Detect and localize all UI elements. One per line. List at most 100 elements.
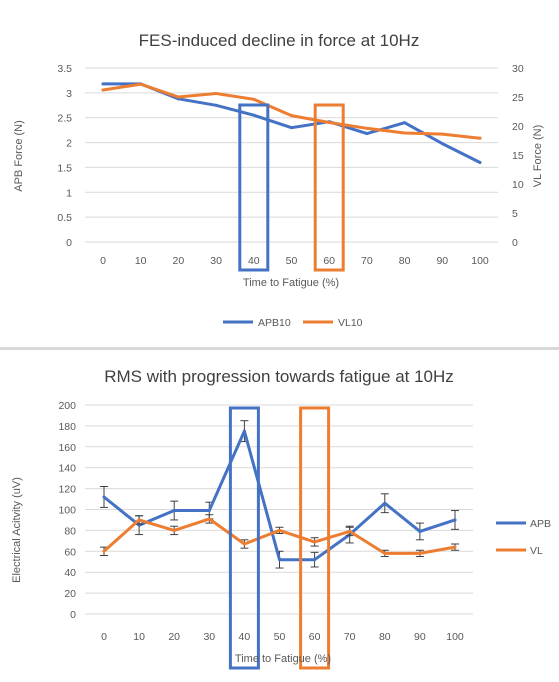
x-tick-label: 90 — [414, 631, 426, 643]
rms-chart: RMS with progression towards fatigue at … — [11, 367, 551, 670]
data-point-vl — [278, 528, 281, 532]
x-tick-label: 90 — [436, 255, 448, 267]
data-point-vl — [172, 528, 176, 532]
data-point-apb — [453, 518, 457, 522]
legend-label-apb10: APB10 — [258, 317, 291, 329]
data-point-apb10 — [403, 121, 407, 125]
legend: APB10 VL10 — [223, 317, 363, 329]
x-tick-label: 60 — [309, 631, 321, 643]
y2-tick-label: 15 — [512, 150, 524, 162]
x-tick-label: 50 — [274, 631, 286, 643]
y-tick-label: 0 — [70, 609, 76, 621]
data-point-vl10 — [214, 92, 218, 96]
force-chart: FES-induced decline in force at 10Hz 0 0.… — [13, 31, 544, 329]
data-point-vl — [348, 529, 352, 533]
data-point-apb — [102, 495, 106, 499]
y-axis-label: APB Force (N) — [13, 120, 25, 192]
data-point-apb10 — [214, 103, 218, 107]
y-tick-label: 0 — [66, 237, 72, 249]
data-point-apb — [418, 529, 422, 533]
data-point-vl10 — [176, 95, 180, 99]
y-tick-label: 40 — [64, 567, 76, 579]
rms-chart-panel: RMS with progression towards fatigue at … — [0, 350, 559, 677]
highlight-box-40 — [228, 406, 260, 670]
data-point-apb10 — [290, 126, 293, 130]
data-point-apb10 — [440, 142, 444, 146]
legend-label-apb: APB — [530, 518, 551, 530]
y-tick-label: 3.5 — [57, 63, 72, 75]
data-point-apb10 — [101, 82, 105, 86]
x-tick-label: 60 — [323, 255, 335, 267]
y-tick-label: 180 — [58, 421, 76, 433]
legend: APB VL — [496, 518, 551, 557]
series-line-apb — [102, 429, 457, 562]
y-tick-label: 1 — [66, 187, 72, 199]
x-tick-label: 10 — [133, 631, 145, 643]
x-tick-label: 10 — [135, 255, 147, 267]
y-tick-label: 140 — [58, 463, 76, 475]
y-tick-label: 0.5 — [57, 212, 72, 224]
y2-tick-label: 30 — [512, 63, 524, 75]
chart-title: FES-induced decline in force at 10Hz — [139, 31, 420, 50]
legend-label-vl: VL — [530, 545, 543, 557]
data-point-vl10 — [252, 97, 256, 101]
data-point-apb10 — [478, 160, 482, 164]
data-point-apb — [313, 558, 317, 562]
highlight-box-60 — [313, 103, 345, 272]
x-axis-label: Time to Fatigue (%) — [243, 277, 339, 289]
y-tick-label: 2.5 — [57, 113, 72, 125]
data-point-vl — [137, 518, 141, 522]
x-tick-label: 50 — [286, 255, 298, 267]
x-tick-label: 100 — [446, 631, 464, 643]
data-point-apb — [383, 501, 387, 505]
y-tick-label: 100 — [58, 505, 76, 517]
y2-axis-label: VL Force (N) — [532, 125, 544, 188]
highlight-box-40 — [238, 103, 270, 272]
data-point-vl10 — [327, 121, 331, 125]
x-tick-label: 30 — [203, 631, 215, 643]
x-tick-label: 70 — [361, 255, 373, 267]
y2-tick-label: 20 — [512, 121, 524, 133]
y-tick-label: 3 — [66, 88, 72, 100]
y2-tick-label: 25 — [512, 92, 524, 104]
data-point-vl — [313, 540, 317, 544]
data-point-vl10 — [139, 82, 143, 86]
data-point-vl10 — [365, 126, 369, 130]
data-point-vl — [383, 551, 387, 555]
data-point-vl — [418, 551, 422, 555]
data-point-apb10 — [252, 113, 256, 117]
data-point-apb10 — [365, 132, 369, 136]
data-point-vl — [453, 545, 457, 549]
data-point-vl — [102, 549, 106, 553]
x-tick-label: 100 — [471, 255, 489, 267]
x-tick-label: 40 — [239, 631, 251, 643]
chart-title: RMS with progression towards fatigue at … — [104, 367, 454, 386]
x-tick-label: 30 — [210, 255, 222, 267]
y-axis-label: Electrical Acitvity (uV) — [11, 477, 23, 583]
x-tick-label: 0 — [101, 631, 107, 643]
data-point-apb — [207, 509, 211, 513]
x-tick-label: 40 — [248, 255, 260, 267]
y-tick-label: 80 — [64, 525, 76, 537]
force-chart-panel: FES-induced decline in force at 10Hz 0 0.… — [0, 31, 559, 350]
x-axis-label: Time to Fatigue (%) — [235, 653, 331, 665]
y-tick-label: 200 — [58, 400, 76, 412]
data-point-apb — [278, 558, 281, 562]
legend-label-vl10: VL10 — [338, 317, 363, 329]
y2-tick-label: 10 — [512, 179, 524, 191]
y-tick-label: 60 — [64, 546, 76, 558]
y2-tick-label: 0 — [512, 237, 518, 249]
y-tick-label: 20 — [64, 588, 76, 600]
x-tick-label: 20 — [168, 631, 180, 643]
data-point-vl10 — [440, 132, 444, 136]
data-point-apb — [172, 509, 176, 513]
x-tick-label: 80 — [399, 255, 411, 267]
y-tick-label: 2 — [66, 138, 72, 150]
y2-tick-label: 5 — [512, 208, 518, 220]
series-line-apb10 — [101, 82, 482, 164]
x-tick-label: 0 — [100, 255, 106, 267]
x-tick-label: 70 — [344, 631, 356, 643]
data-point-vl10 — [478, 136, 482, 140]
data-point-vl10 — [290, 114, 293, 118]
